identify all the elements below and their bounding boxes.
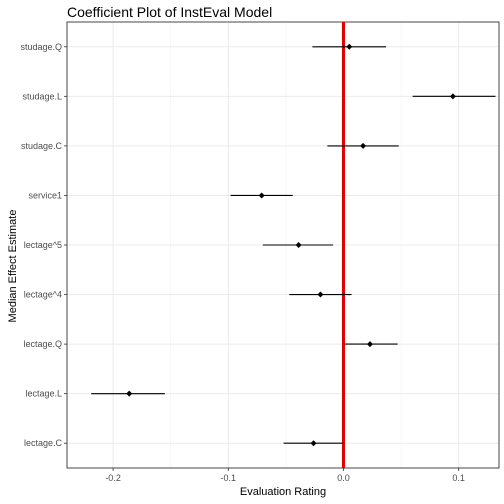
x-tick-label: -0.1 (221, 473, 237, 483)
y-tick-label: lectage.C (24, 438, 63, 448)
estimate-point-studage.L (449, 93, 456, 100)
chart-title: Coefficient Plot of InstEval Model (67, 4, 273, 20)
data-marks (91, 22, 496, 468)
estimate-point-lectage.Q (366, 341, 373, 348)
y-tick-label: lectage^4 (24, 290, 62, 300)
x-tick-label: 0.1 (452, 473, 465, 483)
estimate-point-lectage^5 (295, 242, 302, 248)
x-axis-label: Evaluation Rating (239, 486, 327, 498)
x-tick-label: 0.0 (337, 473, 350, 483)
y-tick-label: studage.C (21, 141, 63, 151)
estimate-point-lectage.C (310, 440, 317, 447)
estimate-point-studage.C (360, 142, 367, 149)
estimate-point-service1 (258, 192, 265, 199)
axes (64, 21, 500, 471)
tick-labels: lectage.C lectage.L lectage.Q lectage^4 lect… (20, 42, 464, 483)
y-axis-label: Median Effect Estimate (7, 209, 19, 323)
estimate-point-lectage.L (126, 390, 133, 397)
estimate-point-studage.Q (346, 43, 353, 50)
x-tick-label: -0.2 (105, 473, 121, 483)
y-tick-label: lectage.Q (23, 339, 62, 349)
y-tick-label: studage.L (22, 91, 62, 101)
y-tick-label: studage.Q (20, 42, 62, 52)
y-tick-label: service1 (28, 190, 62, 200)
y-tick-label: lectage.L (25, 389, 62, 399)
estimate-point-lectage^4 (317, 291, 324, 298)
y-tick-label: lectage^5 (24, 240, 62, 250)
